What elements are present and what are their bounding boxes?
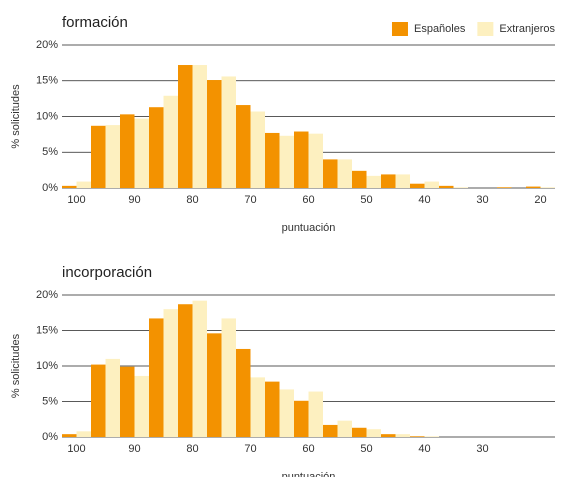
x-axis-label: puntuación xyxy=(282,471,336,477)
bar xyxy=(526,186,541,188)
bar xyxy=(250,111,265,188)
bar xyxy=(395,174,410,188)
y-tick-label: 5% xyxy=(42,395,58,407)
x-tick-label: 90 xyxy=(128,443,140,455)
bar xyxy=(424,436,439,437)
x-tick-label: 70 xyxy=(244,194,256,206)
legend-swatch xyxy=(477,22,494,36)
bar xyxy=(192,65,207,188)
bar xyxy=(352,170,367,188)
bar xyxy=(236,348,251,437)
x-axis-label: puntuación xyxy=(282,222,336,234)
y-tick-label: 5% xyxy=(42,146,58,158)
bar xyxy=(497,187,512,188)
bar xyxy=(250,377,265,437)
bar xyxy=(76,431,91,437)
chart-title: incorporación xyxy=(62,264,152,281)
bar xyxy=(323,424,338,437)
bar xyxy=(236,105,251,188)
bar xyxy=(323,159,338,188)
bar xyxy=(105,358,120,437)
bar xyxy=(62,185,77,188)
x-tick-label: 100 xyxy=(67,194,85,206)
bar xyxy=(265,381,280,437)
bar xyxy=(366,175,381,188)
x-tick-label: 80 xyxy=(186,443,198,455)
legend-swatch xyxy=(391,22,408,36)
bar xyxy=(265,132,280,188)
bar xyxy=(134,375,149,437)
x-tick-label: 90 xyxy=(128,194,140,206)
x-tick-label: 30 xyxy=(476,443,488,455)
bar xyxy=(105,125,120,188)
x-tick-label: 30 xyxy=(476,194,488,206)
bar xyxy=(410,436,425,437)
bar xyxy=(337,159,352,188)
x-tick-label: 40 xyxy=(418,194,430,206)
bar xyxy=(62,434,77,437)
bar xyxy=(76,181,91,188)
bar xyxy=(192,300,207,437)
x-tick-label: 100 xyxy=(67,443,85,455)
bar xyxy=(294,131,309,188)
bar xyxy=(163,95,178,188)
bar xyxy=(91,364,106,437)
bar xyxy=(120,366,135,437)
bar xyxy=(134,118,149,188)
y-tick-label: 10% xyxy=(36,360,58,372)
x-tick-label: 70 xyxy=(244,443,256,455)
y-axis-label: % solicitudes xyxy=(10,333,22,398)
bar xyxy=(294,400,309,437)
y-tick-label: 0% xyxy=(42,182,58,194)
y-tick-label: 15% xyxy=(36,324,58,336)
bar xyxy=(381,434,396,437)
bar xyxy=(439,185,454,188)
bar xyxy=(424,181,439,188)
bar xyxy=(453,187,468,188)
x-tick-label: 40 xyxy=(418,443,430,455)
x-tick-label: 50 xyxy=(360,443,372,455)
bar xyxy=(221,318,236,437)
y-tick-label: 20% xyxy=(36,289,58,301)
bar xyxy=(163,309,178,437)
bar xyxy=(540,187,555,188)
x-tick-label: 50 xyxy=(360,194,372,206)
x-tick-label: 60 xyxy=(302,194,314,206)
chart-title: formación xyxy=(62,14,128,31)
bar xyxy=(221,76,236,188)
bar xyxy=(381,174,396,188)
bar xyxy=(120,114,135,188)
y-tick-label: 20% xyxy=(36,39,58,51)
y-tick-label: 10% xyxy=(36,110,58,122)
bar xyxy=(308,133,323,188)
bar xyxy=(308,391,323,437)
x-tick-label: 80 xyxy=(186,194,198,206)
bar xyxy=(337,420,352,437)
bar xyxy=(178,65,193,188)
bar xyxy=(395,434,410,437)
bar xyxy=(207,80,222,188)
bar xyxy=(91,125,106,188)
y-axis-label: % solicitudes xyxy=(10,84,22,149)
bar xyxy=(366,429,381,437)
x-tick-label: 20 xyxy=(534,194,546,206)
bar xyxy=(279,135,294,188)
legend-label: Españoles xyxy=(414,23,466,35)
bar xyxy=(149,318,164,437)
x-tick-label: 60 xyxy=(302,443,314,455)
bar xyxy=(352,427,367,437)
bar xyxy=(279,389,294,437)
y-tick-label: 0% xyxy=(42,431,58,443)
y-tick-label: 15% xyxy=(36,75,58,87)
bar xyxy=(410,183,425,188)
bar xyxy=(178,304,193,437)
bar xyxy=(149,107,164,188)
bar xyxy=(207,333,222,437)
legend-label: Extranjeros xyxy=(499,23,555,35)
